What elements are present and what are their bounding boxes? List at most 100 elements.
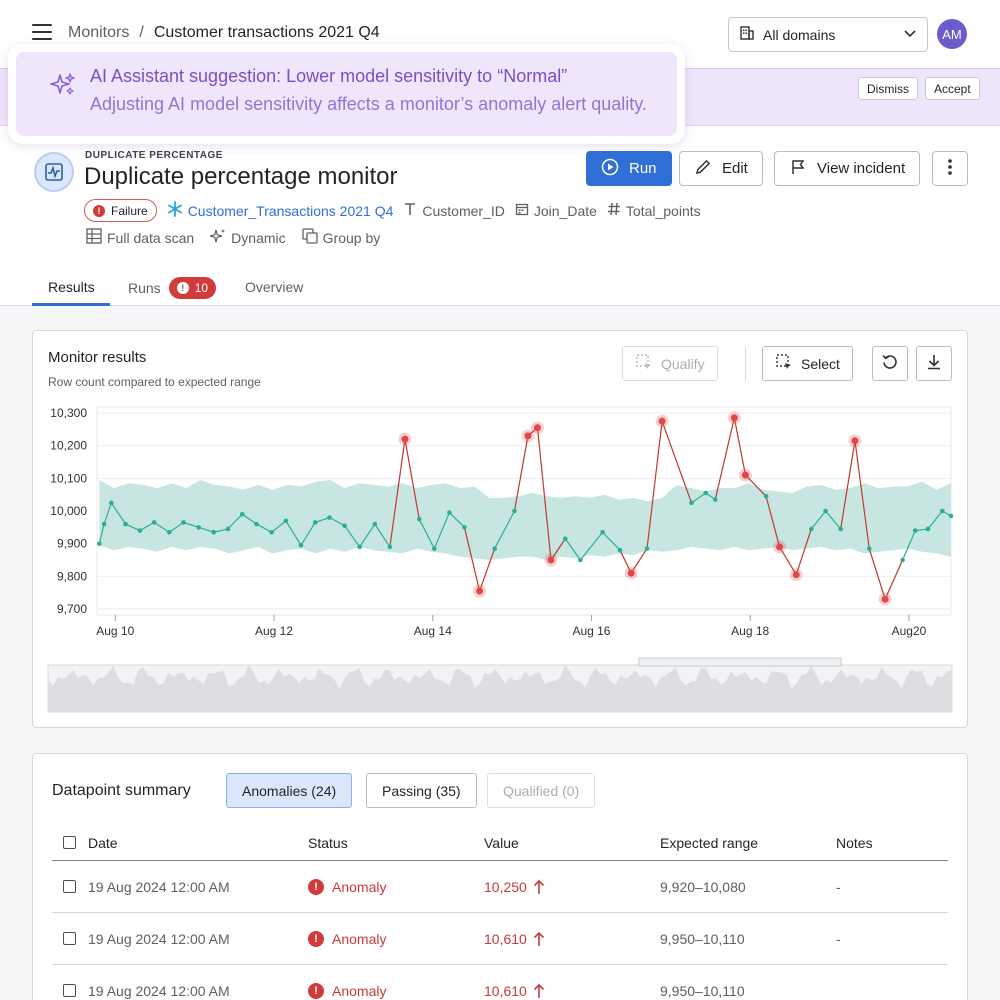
chevron-down-icon: [903, 26, 917, 43]
results-subtitle: Row count compared to expected range: [48, 375, 261, 389]
row-expected-range: 9,950–10,110: [660, 983, 745, 999]
tab-runs[interactable]: Runs ! 10: [128, 277, 217, 299]
series-line-segment: [448, 512, 465, 528]
navigator-handle: [638, 657, 842, 667]
anomaly-line-segment: [765, 496, 781, 548]
error-icon: !: [308, 931, 324, 947]
tab-overview[interactable]: Overview: [245, 279, 304, 295]
x-tick-label: Aug 12: [255, 624, 293, 638]
series-line-segment: [494, 510, 516, 549]
row-value: 10,610: [484, 931, 545, 947]
select-button[interactable]: Select: [762, 346, 853, 381]
series-line-segment: [110, 502, 127, 525]
row-checkbox[interactable]: [63, 880, 76, 893]
anomaly-point: [547, 556, 555, 564]
chart-overview-navigator[interactable]: [47, 657, 953, 713]
avatar[interactable]: AM: [937, 19, 967, 49]
table-header: Date Status Value Expected range Notes: [52, 824, 948, 861]
ai-suggestion-subtitle: Adjusting AI model sensitivity affects a…: [90, 94, 647, 114]
table-row[interactable]: 19 Aug 2024 12:00 AM ! Anomaly 10,610 9,9…: [52, 965, 948, 1000]
more-button[interactable]: [932, 151, 968, 186]
series-line-segment: [691, 492, 707, 504]
anomaly-line-segment: [536, 427, 552, 561]
breadcrumb-monitors-link[interactable]: Monitors: [68, 24, 130, 41]
select-button-label: Select: [801, 355, 840, 372]
data-point: [327, 515, 332, 520]
column-header-value[interactable]: Value: [484, 835, 519, 851]
series-line-segment: [902, 530, 916, 561]
row-date: 19 Aug 2024 12:00 AM: [88, 931, 230, 947]
view-incident-button[interactable]: View incident: [774, 151, 921, 186]
status-badge-label: Failure: [111, 203, 148, 218]
error-icon: !: [308, 879, 324, 895]
column-header-notes[interactable]: Notes: [836, 835, 873, 851]
edit-button-label: Edit: [722, 160, 748, 177]
data-point: [269, 529, 274, 535]
anomaly-line-segment: [868, 548, 886, 600]
passing-filter-chip[interactable]: Passing (35): [366, 773, 477, 808]
qualified-filter-chip[interactable]: Qualified (0): [487, 773, 596, 808]
navigator-area: [48, 664, 952, 712]
data-point: [283, 518, 289, 524]
table-row[interactable]: 19 Aug 2024 12:00 AM ! Anomaly 10,250 9,9…: [52, 861, 948, 913]
breadcrumb-separator: /: [139, 24, 144, 41]
domain-select[interactable]: All domains: [728, 17, 928, 52]
column-header-status[interactable]: Status: [308, 835, 348, 851]
data-point: [298, 543, 304, 548]
anomalies-filter-chip[interactable]: Anomalies (24): [226, 773, 353, 808]
data-point: [387, 544, 393, 550]
table-grid-icon: [86, 228, 102, 247]
accept-button[interactable]: Accept: [925, 77, 980, 100]
pencil-icon: [694, 158, 712, 180]
run-button[interactable]: Run: [586, 151, 672, 186]
menu-icon[interactable]: [32, 24, 52, 42]
anomaly-line-segment: [513, 435, 529, 512]
tab-bar: Results Runs ! 10 Overview: [0, 270, 1000, 306]
row-expected-range: 9,950–10,110: [660, 931, 745, 947]
data-point: [600, 529, 605, 535]
text-type-icon: [403, 202, 417, 219]
tab-results[interactable]: Results: [48, 279, 95, 295]
row-status: ! Anomaly: [308, 931, 386, 947]
data-point: [254, 521, 259, 527]
row-checkbox[interactable]: [63, 984, 76, 997]
results-title: Monitor results: [48, 349, 147, 366]
anomaly-line-segment: [840, 440, 856, 530]
column-header-expected-range[interactable]: Expected range: [660, 835, 759, 851]
data-point: [225, 526, 231, 532]
row-value: 10,250: [484, 879, 545, 895]
column-header-date[interactable]: Date: [88, 835, 118, 851]
tab-runs-label: Runs: [128, 280, 161, 296]
edit-button[interactable]: Edit: [679, 151, 763, 186]
data-point: [447, 510, 452, 515]
data-point: [432, 546, 437, 551]
error-icon: !: [93, 204, 105, 217]
series-line-segment: [359, 523, 376, 548]
field-label: Customer_ID: [422, 202, 505, 219]
row-notes: -: [836, 931, 841, 947]
data-point: [123, 521, 128, 527]
data-point: [617, 547, 623, 553]
series-line-segment: [602, 531, 621, 551]
anomaly-line-segment: [661, 420, 693, 504]
row-checkbox[interactable]: [63, 932, 76, 945]
anomaly-point: [476, 587, 484, 595]
anomaly-point: [533, 424, 541, 432]
chart-lines: [98, 417, 952, 600]
reset-button[interactable]: [872, 346, 908, 381]
y-tick-label: 10,200: [50, 439, 87, 453]
data-point: [181, 520, 186, 525]
series-line-segment: [213, 528, 229, 533]
anomaly-point: [627, 569, 635, 577]
qualify-button[interactable]: Qualify: [622, 346, 718, 381]
flag-icon: [789, 158, 807, 180]
monitor-results-chart[interactable]: 10,300 10,200 10,100 10,000 9,900 9,800 9,700 A…: [40, 400, 960, 720]
series-line-segment: [825, 510, 842, 530]
table-row[interactable]: 19 Aug 2024 12:00 AM ! Anomaly 10,610 9,9…: [52, 913, 948, 965]
error-icon: !: [308, 983, 324, 999]
download-button[interactable]: [916, 346, 952, 381]
table-link[interactable]: Customer_Transactions 2021 Q4: [167, 201, 393, 220]
select-all-checkbox[interactable]: [63, 836, 76, 849]
dismiss-button[interactable]: Dismiss: [858, 77, 918, 100]
qualify-button-label: Qualify: [661, 355, 705, 372]
